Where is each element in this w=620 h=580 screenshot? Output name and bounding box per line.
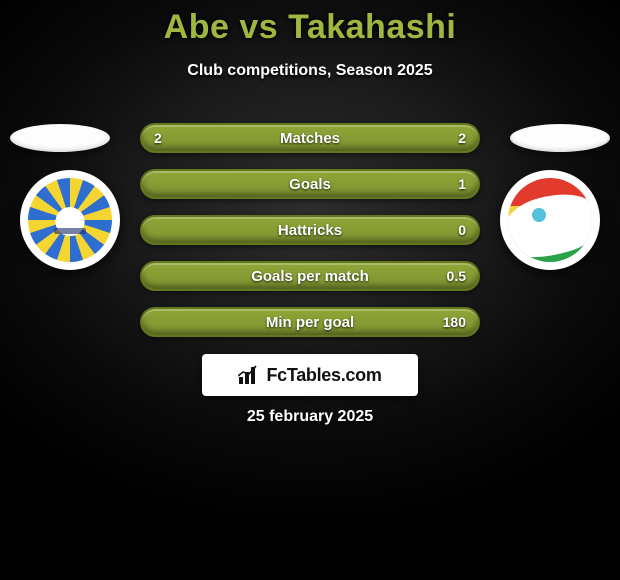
stat-label: Matches xyxy=(280,130,340,147)
stat-value-right: 1 xyxy=(458,176,466,192)
stat-label: Hattricks xyxy=(278,222,342,239)
stat-row: Goals per match 0.5 xyxy=(140,261,480,291)
stat-value-right: 0.5 xyxy=(447,268,466,284)
stat-row: Hattricks 0 xyxy=(140,215,480,245)
stat-value-left: 2 xyxy=(154,130,162,146)
stat-value-right: 0 xyxy=(458,222,466,238)
stat-value-right: 180 xyxy=(443,314,466,330)
comparison-card: Abe vs Takahashi Club competitions, Seas… xyxy=(0,0,620,580)
stat-label: Min per goal xyxy=(266,314,354,331)
page-title: Abe vs Takahashi xyxy=(0,8,620,47)
page-subtitle: Club competitions, Season 2025 xyxy=(0,62,620,80)
stat-label: Goals per match xyxy=(251,268,369,285)
stat-label: Goals xyxy=(289,176,331,193)
stat-row: Goals 1 xyxy=(140,169,480,199)
brand-card: FcTables.com xyxy=(202,354,418,396)
stat-value-right: 2 xyxy=(458,130,466,146)
brand-text: FcTables.com xyxy=(266,365,381,386)
stat-row: Min per goal 180 xyxy=(140,307,480,337)
date-stamp: 25 february 2025 xyxy=(0,408,620,426)
stats-icon xyxy=(238,365,260,385)
stat-row: 2 Matches 2 xyxy=(140,123,480,153)
stats-column: 2 Matches 2 Goals 1 Hattricks 0 Goals pe… xyxy=(0,123,620,337)
